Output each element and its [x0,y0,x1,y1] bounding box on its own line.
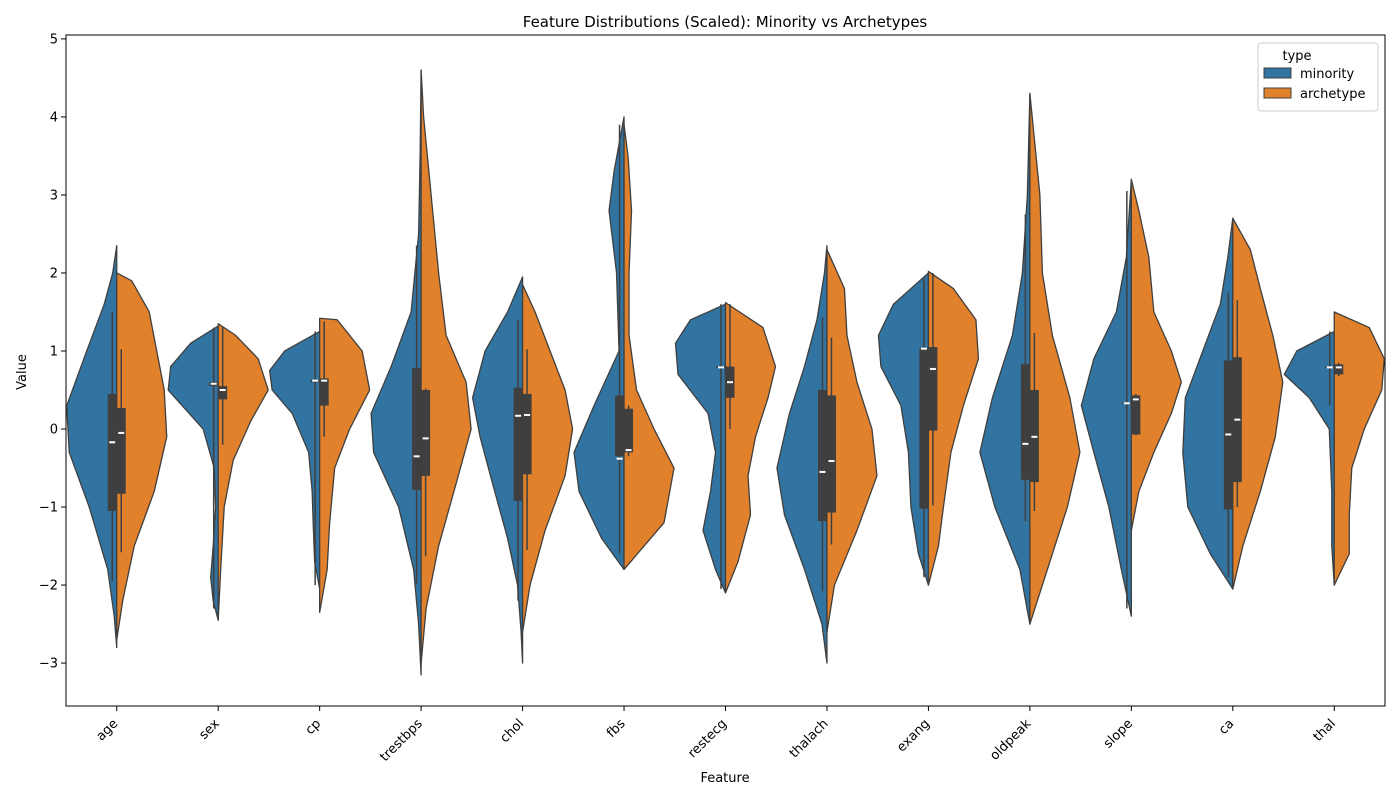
violin-archetype-trestbps [420,69,472,664]
y-axis-label: Value [15,354,30,390]
violin-minority-oldpeak [979,92,1031,625]
violin-archetype-oldpeak [1029,92,1081,625]
violin-minority-trestbps [370,69,422,676]
legend: type minority archetype [1257,42,1379,112]
violin-minority-restecg [674,303,727,594]
x-tick-label-oldpeak: oldpeak [987,716,1034,763]
violin-minority-thalach [776,245,828,664]
violin-archetype-sex [217,323,269,621]
violin-minority-ca [1182,217,1234,590]
violin-minority-sex [167,325,219,621]
violin-archetype-thal [1333,311,1385,586]
plot-area: −3 −2 −1 0 1 2 3 4 5 age sex cp trestbps chol fbs reste… [39,32,1386,765]
y-tick-label: 4 [50,110,58,125]
violin-minority-exang [877,272,930,586]
y-tick-label: −1 [39,501,58,516]
violin-archetype-restecg [724,301,777,594]
x-tick-label-trestbps: trestbps [377,716,425,764]
x-tick-label-thalach: thalach [787,716,832,761]
x-tick-label-fbs: fbs [604,716,629,741]
y-tick-label: 1 [50,344,58,359]
iqr-box-minority-trestbps [412,368,422,490]
x-tick-label-sex: sex [196,716,223,743]
x-tick-label-thal: thal [1311,716,1339,744]
violin-minority-slope [1080,178,1132,617]
iqr-box-archetype-cp [319,378,329,406]
iqr-box-minority-exang [919,347,929,509]
legend-label-archetype: archetype [1300,87,1365,102]
x-tick-label-slope: slope [1101,716,1136,751]
x-tick-label-restecg: restecg [685,716,730,761]
violin-archetype-fbs [623,124,675,571]
y-tick-label: −3 [39,657,58,672]
violin-archetype-exang [927,270,980,586]
iqr-box-archetype-fbs [624,408,634,453]
violin-minority-fbs [573,116,625,571]
y-tick-label: 5 [50,32,58,47]
violin-minority-thal [1283,330,1335,586]
iqr-box-archetype-chol [522,393,532,475]
iqr-box-minority-age [107,393,117,511]
iqr-box-minority-oldpeak [1020,364,1030,480]
chart-title: Feature Distributions (Scaled): Minority… [523,13,928,31]
x-tick-label-cp: cp [303,716,325,738]
iqr-box-minority-thalach [817,390,827,522]
y-tick-label: 3 [50,188,58,203]
x-tick-label-exang: exang [894,716,933,755]
iqr-box-archetype-age [116,407,126,494]
legend-title: type [1282,49,1311,64]
violin-archetype-slope [1130,178,1182,532]
y-tick-label: 0 [50,423,58,438]
x-tick-label-age: age [94,716,122,744]
violin-archetype-ca [1232,217,1284,590]
violin-archetype-chol [521,284,574,633]
violin-archetype-cp [319,317,371,614]
iqr-box-archetype-thal [1334,364,1344,375]
y-tick-label: −2 [39,579,58,594]
y-tick-label: 2 [50,266,58,281]
iqr-box-archetype-thalach [826,395,836,513]
violin-minority-age [66,245,118,649]
x-tick-label-chol: chol [497,716,527,746]
legend-swatch-minority [1263,67,1292,79]
legend-label-minority: minority [1300,67,1355,82]
violin-minority-cp [269,330,321,590]
iqr-box-minority-fbs [615,395,625,457]
violin-archetype-thalach [826,248,878,633]
iqr-box-minority-chol [513,387,523,501]
iqr-box-archetype-slope [1131,395,1141,435]
violin-archetype-age [116,272,168,641]
legend-swatch-archetype [1263,87,1292,99]
x-tick-label-ca: ca [1216,716,1237,737]
violin-minority-chol [471,276,524,664]
x-axis-label: Feature [700,771,749,786]
iqr-box-archetype-exang [928,347,938,431]
iqr-box-archetype-trestbps [421,390,431,476]
iqr-box-archetype-sex [218,386,228,400]
